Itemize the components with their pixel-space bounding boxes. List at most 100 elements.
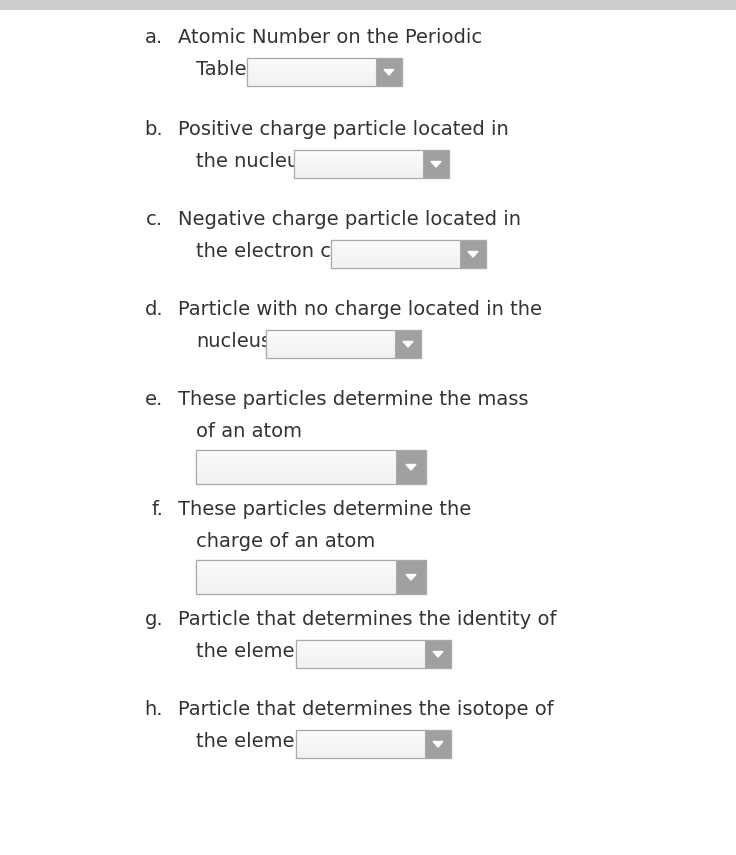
Bar bbox=[247, 63, 376, 67]
Bar bbox=[266, 330, 395, 333]
Text: c.: c. bbox=[146, 210, 163, 229]
Bar bbox=[247, 74, 376, 78]
Bar bbox=[296, 739, 425, 741]
Text: Particle that determines the identity of: Particle that determines the identity of bbox=[178, 610, 556, 629]
Bar bbox=[266, 344, 395, 347]
Bar bbox=[247, 83, 376, 86]
Bar bbox=[294, 162, 423, 164]
Polygon shape bbox=[433, 652, 443, 657]
Bar bbox=[331, 243, 460, 245]
Bar bbox=[196, 474, 396, 477]
Polygon shape bbox=[468, 251, 478, 257]
Bar bbox=[294, 156, 423, 158]
Polygon shape bbox=[433, 741, 443, 747]
Bar bbox=[196, 450, 396, 484]
Bar bbox=[294, 150, 423, 178]
Bar bbox=[395, 330, 421, 358]
Bar bbox=[296, 654, 425, 657]
Bar bbox=[296, 663, 425, 665]
Bar bbox=[196, 560, 426, 594]
Bar bbox=[196, 457, 396, 460]
Bar bbox=[266, 350, 395, 352]
Bar bbox=[294, 150, 423, 153]
Bar bbox=[425, 730, 451, 758]
Text: e.: e. bbox=[145, 390, 163, 409]
Bar bbox=[196, 477, 396, 481]
Bar bbox=[266, 339, 395, 341]
Text: f.: f. bbox=[151, 500, 163, 519]
Bar bbox=[294, 175, 423, 178]
Bar bbox=[294, 164, 423, 167]
Bar bbox=[196, 463, 396, 467]
Polygon shape bbox=[406, 464, 416, 470]
Bar bbox=[296, 750, 425, 752]
Text: charge of an atom: charge of an atom bbox=[196, 532, 375, 551]
Bar bbox=[266, 336, 395, 339]
Bar bbox=[331, 262, 460, 265]
Bar bbox=[331, 245, 460, 249]
Bar bbox=[331, 249, 460, 251]
Bar bbox=[196, 481, 396, 484]
Bar bbox=[296, 752, 425, 755]
Bar bbox=[296, 730, 425, 758]
Bar bbox=[296, 659, 425, 663]
Polygon shape bbox=[431, 162, 441, 167]
Polygon shape bbox=[403, 341, 413, 347]
Bar bbox=[296, 643, 425, 646]
Bar bbox=[196, 584, 396, 587]
Bar bbox=[396, 450, 426, 484]
Bar bbox=[247, 72, 376, 74]
Bar bbox=[247, 67, 376, 69]
Text: the electron cloud: the electron cloud bbox=[196, 242, 373, 261]
Bar bbox=[294, 153, 423, 156]
Bar bbox=[331, 254, 460, 256]
Bar bbox=[296, 735, 425, 739]
Bar bbox=[423, 150, 449, 178]
Bar bbox=[196, 567, 396, 570]
Bar bbox=[266, 330, 421, 358]
Bar bbox=[266, 347, 395, 350]
Bar bbox=[196, 574, 396, 577]
Bar bbox=[331, 260, 460, 262]
Bar bbox=[196, 577, 396, 581]
Bar bbox=[296, 657, 425, 659]
Bar bbox=[196, 453, 396, 457]
Bar bbox=[376, 58, 402, 86]
Bar bbox=[266, 333, 395, 336]
Bar bbox=[296, 640, 425, 643]
Bar bbox=[266, 330, 395, 358]
Bar bbox=[331, 265, 460, 268]
Bar bbox=[294, 167, 423, 169]
Bar bbox=[196, 581, 396, 584]
Bar bbox=[425, 640, 451, 668]
Bar bbox=[0, 0, 736, 10]
Bar bbox=[247, 61, 376, 63]
Bar bbox=[247, 78, 376, 80]
Text: Table: Table bbox=[196, 60, 247, 79]
Bar bbox=[296, 755, 425, 758]
Bar bbox=[247, 80, 376, 83]
Bar bbox=[296, 640, 425, 668]
Bar bbox=[266, 341, 395, 344]
Bar bbox=[247, 58, 402, 86]
Bar bbox=[331, 240, 460, 268]
Bar bbox=[296, 640, 451, 668]
Bar bbox=[294, 169, 423, 173]
Bar bbox=[247, 58, 376, 86]
Bar bbox=[296, 730, 425, 733]
Bar bbox=[296, 741, 425, 744]
Bar bbox=[196, 587, 396, 591]
Bar bbox=[266, 352, 395, 355]
Bar bbox=[294, 158, 423, 162]
Text: b.: b. bbox=[144, 120, 163, 139]
Text: Atomic Number on the Periodic: Atomic Number on the Periodic bbox=[178, 28, 482, 47]
Bar bbox=[247, 69, 376, 72]
Text: h.: h. bbox=[144, 700, 163, 719]
Bar bbox=[294, 150, 449, 178]
Text: the element: the element bbox=[196, 642, 314, 661]
Text: of an atom: of an atom bbox=[196, 422, 302, 441]
Bar bbox=[296, 652, 425, 654]
Bar bbox=[294, 173, 423, 175]
Bar bbox=[460, 240, 486, 268]
Text: Negative charge particle located in: Negative charge particle located in bbox=[178, 210, 521, 229]
